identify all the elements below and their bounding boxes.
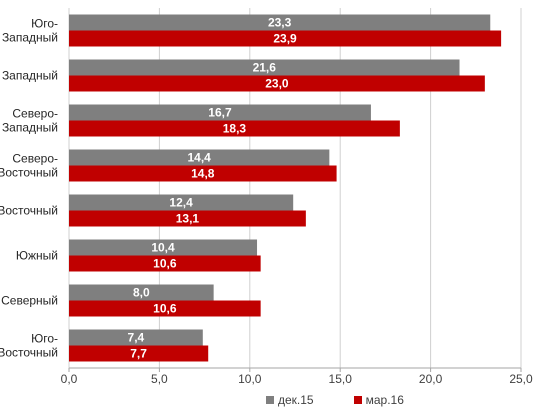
data-label-s1-5: 10,4 [151,241,175,255]
category-label-1: Западный [2,69,58,83]
data-label-s2-7: 7,7 [130,347,147,361]
data-label-s2-6: 10,6 [153,302,177,316]
x-tick-label-0: 0,0 [61,372,78,386]
data-label-s1-1: 21,6 [253,61,277,75]
data-label-s2-4: 13,1 [176,212,200,226]
bar-s1-4 [69,194,294,211]
category-label-0: Юго-Западный [2,17,58,45]
data-label-s2-3: 14,8 [191,167,215,181]
category-label-line: Южный [16,249,58,263]
bars: 23,3 23,9 21,6 23,0 16,7 18,3 14,4 14,8 12,4 13,1… [69,14,502,362]
bar-s2-6 [69,300,261,317]
legend-label-series-2: мар.16 [365,393,404,407]
data-label-s1-2: 16,7 [208,106,232,120]
bar-s2-7 [69,345,209,362]
category-label-line: Юго- [31,17,58,31]
bar-s2-0 [69,30,502,47]
data-label-s2-2: 18,3 [223,122,247,136]
data-label-s2-1: 23,0 [265,77,289,91]
bar-s2-5 [69,255,261,272]
category-label-5: Южный [16,249,58,263]
bar-s2-3 [69,165,337,182]
legend-swatch-red [353,396,362,404]
x-tick-label-1: 5,0 [151,372,168,386]
data-label-s2-0: 23,9 [273,32,297,46]
data-label-s1-7: 7,4 [128,331,145,345]
bar-s1-1 [69,59,460,76]
legend-item-series-1: дек.15 [266,393,314,407]
category-label-2: Северо-Западный [2,107,58,135]
bar-s1-0 [69,14,491,31]
x-axis: 0,0 5,0 10,0 15,0 20,0 25,0 [61,367,533,386]
category-label-7: Юго-Восточный [0,332,58,360]
data-label-s2-5: 10,6 [153,257,177,271]
category-label-line: Восточный [0,204,58,218]
x-tick-label-2: 10,0 [238,372,262,386]
bar-s1-6 [69,284,214,301]
data-label-s1-6: 8,0 [133,286,150,300]
category-label-line: Северный [1,294,58,308]
category-label-line: Западный [2,121,58,135]
legend-label-series-1: дек.15 [278,393,314,407]
legend-swatch-gray [266,396,274,404]
legend-item-series-2: мар.16 [353,393,404,407]
category-label-4: Восточный [0,204,58,218]
category-label-6: Северный [1,294,58,308]
category-label-line: Северо- [12,152,58,166]
x-tick-label-4: 20,0 [419,372,443,386]
category-label-line: Восточный [0,346,58,360]
data-label-s1-0: 23,3 [268,16,292,30]
category-label-line: Северо- [12,107,58,121]
bar-s1-7 [69,329,203,346]
bar-s1-3 [69,149,330,166]
bar-s2-2 [69,120,400,137]
category-label-3: Северо-Восточный [0,152,58,180]
category-label-line: Западный [2,69,58,83]
data-label-s1-3: 14,4 [187,151,211,165]
x-tick-label-5: 25,0 [509,372,533,386]
bar-s2-4 [69,210,306,227]
legend: дек.15 мар.16 [266,393,404,407]
data-label-s1-4: 12,4 [169,196,193,210]
x-tick-label-3: 15,0 [329,372,353,386]
bar-s1-5 [69,239,258,256]
category-label-line: Западный [2,31,58,45]
category-labels: Юго-ЗападныйЗападныйСеверо-ЗападныйСевер… [0,17,58,360]
bar-s1-2 [69,104,371,121]
bar-s2-1 [69,75,485,92]
category-label-line: Юго- [31,332,58,346]
category-label-line: Восточный [0,166,58,180]
